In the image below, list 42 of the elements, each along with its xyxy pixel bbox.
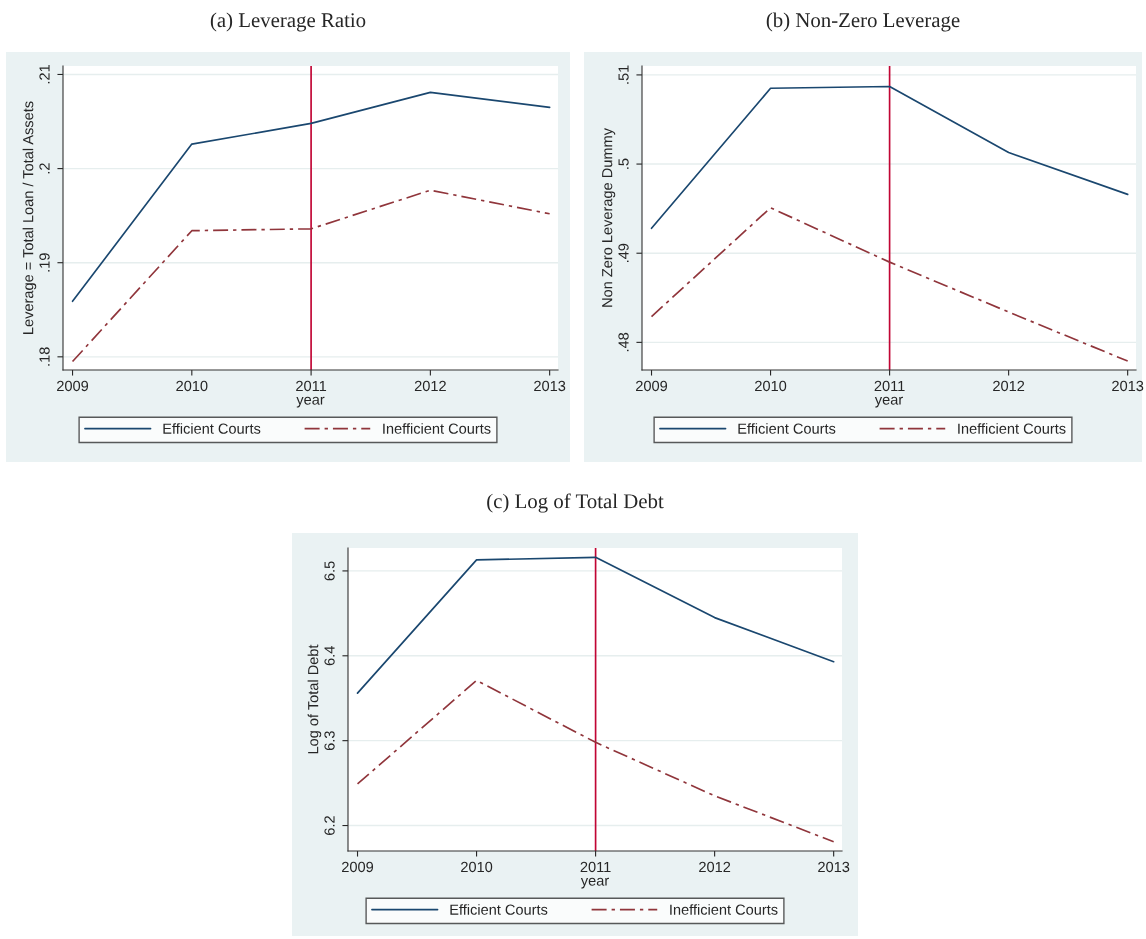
y-tick-label: 6.2: [324, 816, 335, 835]
y-tick-label: 6.5: [324, 561, 335, 581]
y-tick-label: .51: [618, 65, 629, 84]
x-tick-label: 2011: [580, 861, 611, 873]
y-tick-label: .48: [618, 332, 629, 352]
x-tick-label: 2013: [1112, 380, 1144, 392]
x-tick-label: 2012: [414, 380, 446, 392]
y-tick-label: .2: [39, 163, 50, 174]
y-tick-label: .18: [39, 347, 50, 366]
x-axis-title: year: [296, 396, 325, 408]
x-tick-label: 2010: [755, 380, 787, 392]
y-tick-label: 6.4: [324, 646, 335, 666]
chart-title: (b) Non-Zero Leverage: [766, 12, 960, 32]
x-tick-label: 2012: [699, 861, 731, 873]
x-tick-label: 2010: [176, 380, 208, 392]
y-tick-label: 6.3: [324, 731, 335, 751]
x-tick-label: 2013: [818, 861, 850, 873]
chart-title: (c) Log of Total Debt: [487, 493, 664, 513]
y-axis-title: Log of Total Debt: [307, 644, 322, 754]
y-tick-label: .21: [39, 65, 50, 84]
x-tick-label: 2009: [636, 380, 668, 392]
chart-title: (a) Leverage Ratio: [210, 12, 366, 32]
x-axis-title: year: [580, 877, 609, 889]
legend-label: Inefficient Courts: [958, 423, 1066, 434]
x-tick-label: 2010: [461, 861, 493, 873]
y-axis-title: Leverage = Total Loan / Total Assets: [22, 101, 37, 334]
x-tick-label: 2013: [534, 380, 566, 392]
legend-label: Efficient Courts: [450, 904, 548, 915]
x-tick-label: 2011: [874, 380, 905, 392]
legend-label: Inefficient Courts: [383, 423, 491, 434]
y-tick-label: .5: [618, 158, 629, 169]
y-tick-label: .49: [618, 243, 629, 263]
legend-label: Inefficient Courts: [670, 904, 778, 915]
x-tick-label: 2011: [296, 380, 327, 392]
x-axis-title: year: [874, 396, 903, 408]
legend-label: Efficient Courts: [738, 423, 836, 434]
y-axis-title: Non Zero Leverage Dummy: [602, 128, 616, 307]
x-tick-label: 2012: [993, 380, 1025, 392]
x-tick-label: 2009: [342, 861, 374, 873]
y-tick-label: .19: [39, 253, 50, 272]
x-tick-label: 2009: [57, 380, 89, 392]
legend-label: Efficient Courts: [163, 423, 261, 434]
